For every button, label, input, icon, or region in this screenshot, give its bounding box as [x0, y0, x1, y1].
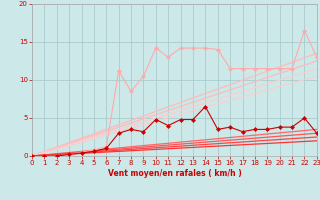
- X-axis label: Vent moyen/en rafales ( km/h ): Vent moyen/en rafales ( km/h ): [108, 169, 241, 178]
